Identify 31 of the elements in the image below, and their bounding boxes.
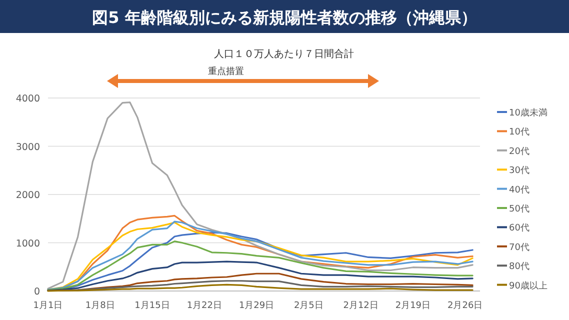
chart-title: 図5 年齢階級別にみる新規陽性者数の推移（沖縄県）	[92, 8, 477, 27]
legend-label: 90歳以上	[509, 280, 548, 292]
chart-subtitle: 人口１０万人あたり７日間合計	[214, 48, 354, 60]
legend-label: 80代	[509, 261, 530, 272]
x-tick-label: 2月26日	[448, 301, 483, 311]
legend-label: 20代	[509, 146, 530, 157]
legend-label: 60代	[509, 222, 530, 234]
legend-label: 70代	[509, 242, 530, 253]
x-tick-label: 1月1日	[33, 301, 63, 311]
line-series	[47, 102, 474, 290]
y-tick-label: 4000	[16, 94, 40, 104]
legend-label: 10代	[509, 126, 530, 138]
y-tick-label: 2000	[16, 190, 40, 201]
x-tick-label: 2月19日	[395, 301, 431, 311]
x-tick-label: 1月22日	[186, 301, 222, 311]
x-tick-label: 1月8日	[85, 301, 115, 311]
legend-label: 10歳未満	[509, 108, 548, 118]
y-tick-label: 1000	[16, 238, 40, 250]
y-tick-label: 3000	[16, 142, 40, 153]
y-tick-label: 0	[34, 286, 40, 298]
x-tick-label: 1月29日	[238, 301, 274, 311]
x-tick-label: 2月12日	[343, 301, 378, 311]
legend-label: 50代	[509, 204, 530, 214]
text: 重点措置	[208, 66, 244, 77]
line-series	[47, 284, 474, 292]
line-series	[47, 280, 474, 292]
legend-label: 40代	[509, 184, 530, 196]
x-tick-label: 1月15日	[134, 301, 170, 311]
x-tick-label: 2月5日	[294, 301, 324, 311]
legend-label: 30代	[509, 165, 530, 176]
line-series	[47, 240, 474, 291]
